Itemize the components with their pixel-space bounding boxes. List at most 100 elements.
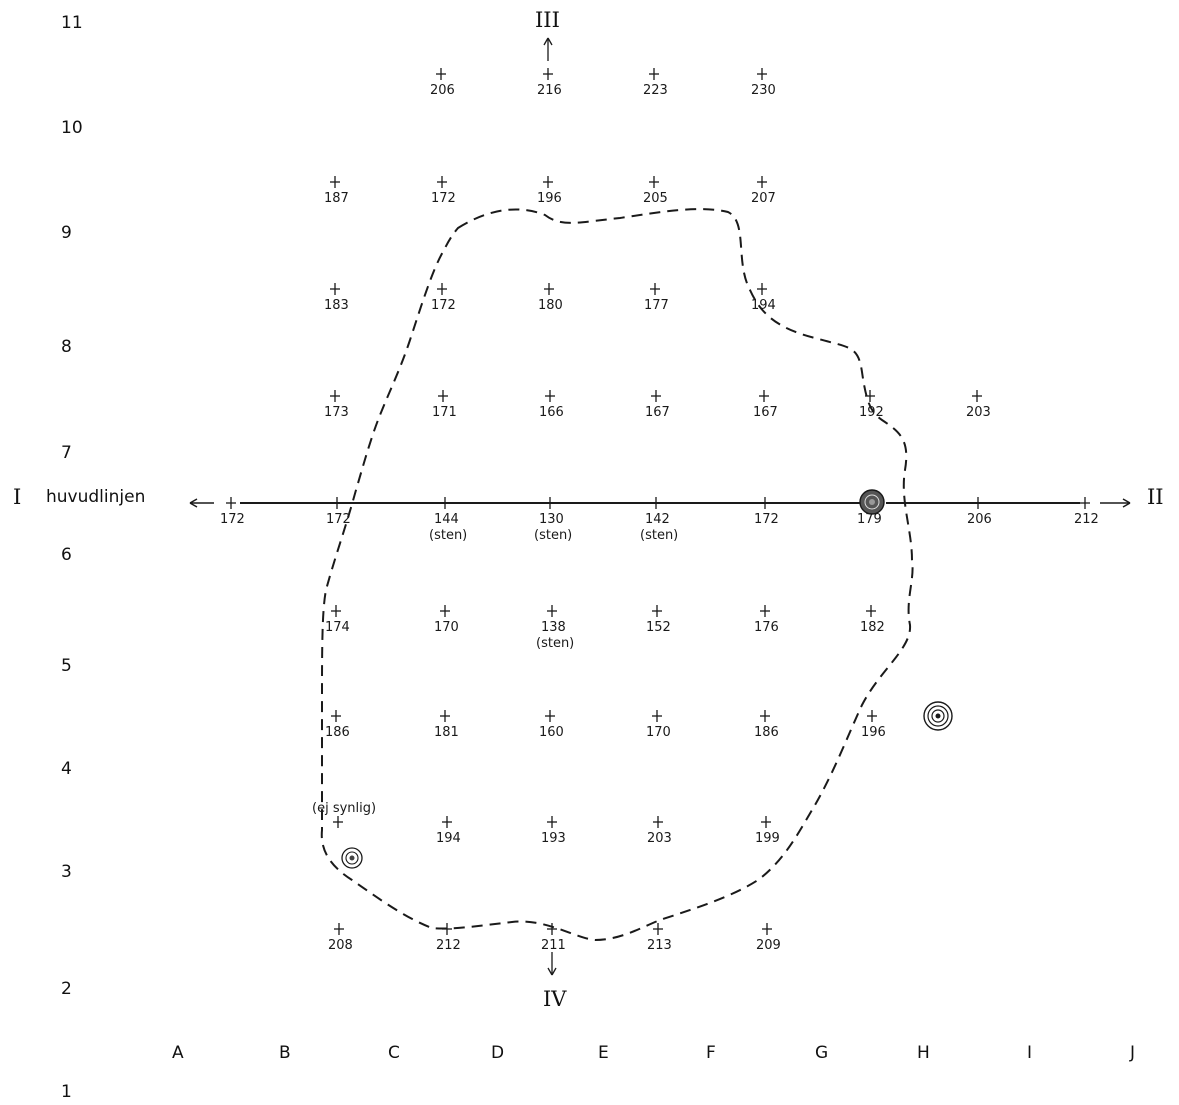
measurement-point: 160 [539,710,564,740]
tree-symbol-icon [923,701,953,731]
column-label-e: E [598,1043,609,1063]
measurement-point: 167 [753,390,778,420]
row-label-8: 8 [61,337,72,357]
measurement-value: 170 [434,620,459,635]
measurement-point: 207 [751,176,776,206]
measurement-point: 213 [647,923,672,953]
measurement-value: 212 [436,938,461,953]
measurement-note-above: (ej synlig) [312,801,376,816]
measurement-value: 144 [434,512,459,527]
measurement-value: 172 [431,298,456,313]
measurement-value: 194 [436,831,461,846]
measurement-point: 223 [643,68,668,98]
row-label-5: 5 [61,656,72,676]
measurement-value: 181 [434,725,459,740]
row-label-4: 4 [61,759,72,779]
measurement-value: 172 [220,512,245,527]
measurement-value: 176 [754,620,779,635]
measurement-point: 142(sten) [640,497,678,543]
measurement-point: 199 [755,816,780,846]
measurement-point: 130(sten) [534,497,572,543]
measurement-point: 186 [754,710,779,740]
measurement-value: 206 [430,83,455,98]
direction-marker-bottom: IV [543,952,567,1011]
measurement-value: 186 [325,725,350,740]
measurement-value: 213 [647,938,672,953]
measurement-value: 193 [541,831,566,846]
main-line-label: huvudlinjen [46,487,145,507]
measurement-point: 203 [966,390,991,420]
measurement-note: (sten) [536,636,574,651]
measurement-point: 193 [541,816,566,846]
measurement-point: 216 [537,68,562,98]
measurement-value: 177 [644,298,669,313]
measurement-point: 176 [754,605,779,635]
arrowhead-right [1122,498,1131,508]
measurement-point: 206 [430,68,455,98]
measurement-point: 212 [1074,497,1099,527]
measurement-point: 174 [325,605,350,635]
measurement-value: 223 [643,83,668,98]
measurement-point: 166 [539,390,564,420]
direction-label-iii: III [535,8,560,32]
measurement-value: 167 [753,405,778,420]
measurement-value: 167 [645,405,670,420]
measurement-point: 208 [328,923,353,953]
column-label-g: G [815,1043,828,1063]
measurement-point: 172 [431,283,456,313]
measurement-point: 138(sten) [536,605,574,651]
main-line: I huvudlinjen II [13,485,1164,509]
measurement-point: 206 [967,497,992,527]
arrowhead-left [189,498,198,508]
measurement-point: 171 [432,390,457,420]
main-line-start-roman: I [13,485,21,509]
measurement-point: 181 [434,710,459,740]
measurement-value: 187 [324,191,349,206]
measurement-value: 196 [861,725,886,740]
row-label-9: 9 [61,223,72,243]
direction-marker-top: III [535,8,560,61]
measurement-value: 207 [751,191,776,206]
column-label-j: J [1129,1043,1135,1063]
measurement-value: 206 [967,512,992,527]
measurement-value: 230 [751,83,776,98]
measurement-point: 196 [861,710,886,740]
measurement-value: 152 [646,620,671,635]
measurement-point: 209 [756,923,781,953]
measurement-point: 172 [754,497,779,527]
tree-symbol-icon [859,489,885,515]
measurement-point: 196 [537,176,562,206]
measurement-point: 183 [324,283,349,313]
row-label-1: 1 [61,1082,72,1102]
column-label-d: D [491,1043,504,1063]
measurement-point: 205 [643,176,668,206]
measurement-point: 152 [646,605,671,635]
measurement-value: 170 [646,725,671,740]
measurement-point: 211 [541,923,566,953]
main-line-end-roman: II [1147,485,1164,509]
measurement-value: 194 [751,298,776,313]
measurement-value: 205 [643,191,668,206]
measurement-point: 170 [434,605,459,635]
measurement-value: 179 [857,512,882,527]
column-label-b: B [279,1043,291,1063]
measurement-value: 160 [539,725,564,740]
column-labels: A B C D E F G H I J [172,1043,1135,1063]
measurement-value: 142 [645,512,670,527]
measurement-value: 173 [324,405,349,420]
measurement-value: 138 [541,620,566,635]
measurement-point: 187 [324,176,349,206]
measurement-point: 194 [751,283,776,313]
row-label-2: 2 [61,979,72,999]
measurement-value: 199 [755,831,780,846]
measurement-value: 211 [541,938,566,953]
measurement-value: 216 [537,83,562,98]
measurement-value: 203 [647,831,672,846]
measurement-value: 180 [538,298,563,313]
measurement-point: 177 [644,283,669,313]
measurement-point: 194 [436,816,461,846]
boundary-dashed-outline [320,208,914,942]
row-label-6: 6 [61,545,72,565]
measurement-value: 172 [431,191,456,206]
